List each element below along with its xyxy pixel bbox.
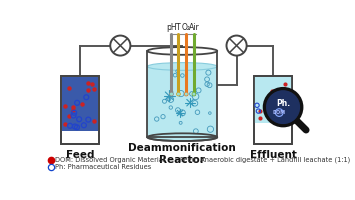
Bar — [147, 51, 217, 137]
Ellipse shape — [147, 133, 217, 141]
Text: T: T — [176, 23, 181, 32]
Text: Feed: Feed — [66, 150, 94, 160]
Circle shape — [226, 36, 247, 56]
Ellipse shape — [147, 47, 217, 55]
Text: DOM: DOM — [273, 110, 286, 115]
Bar — [147, 51, 217, 66]
Circle shape — [275, 109, 283, 116]
Text: pH: pH — [166, 23, 177, 32]
Text: Effluent: Effluent — [250, 150, 296, 160]
Text: Ph: Pharmaceutical Residues: Ph: Pharmaceutical Residues — [55, 164, 152, 170]
Text: DOM: Dissolved Organic Material: DOM: Dissolved Organic Material — [55, 157, 165, 163]
Text: Air: Air — [189, 23, 199, 32]
Text: O₂: O₂ — [182, 23, 191, 32]
Text: Ph.: Ph. — [276, 99, 290, 108]
Circle shape — [192, 92, 196, 96]
Bar — [61, 76, 99, 144]
Circle shape — [110, 36, 130, 56]
Circle shape — [264, 89, 302, 126]
Text: Feed: Anaerobic digestate + Landfill leachate (1:1): Feed: Anaerobic digestate + Landfill lea… — [180, 156, 350, 163]
Bar — [61, 76, 99, 144]
Text: Deammonification
Reactor: Deammonification Reactor — [129, 143, 236, 165]
Bar — [255, 77, 291, 123]
Circle shape — [176, 92, 180, 96]
Circle shape — [170, 92, 173, 96]
Bar — [253, 76, 293, 144]
Circle shape — [184, 92, 188, 96]
Bar — [62, 77, 98, 131]
Circle shape — [266, 90, 300, 124]
Ellipse shape — [147, 63, 217, 70]
Bar — [253, 76, 293, 144]
Bar — [147, 55, 217, 137]
